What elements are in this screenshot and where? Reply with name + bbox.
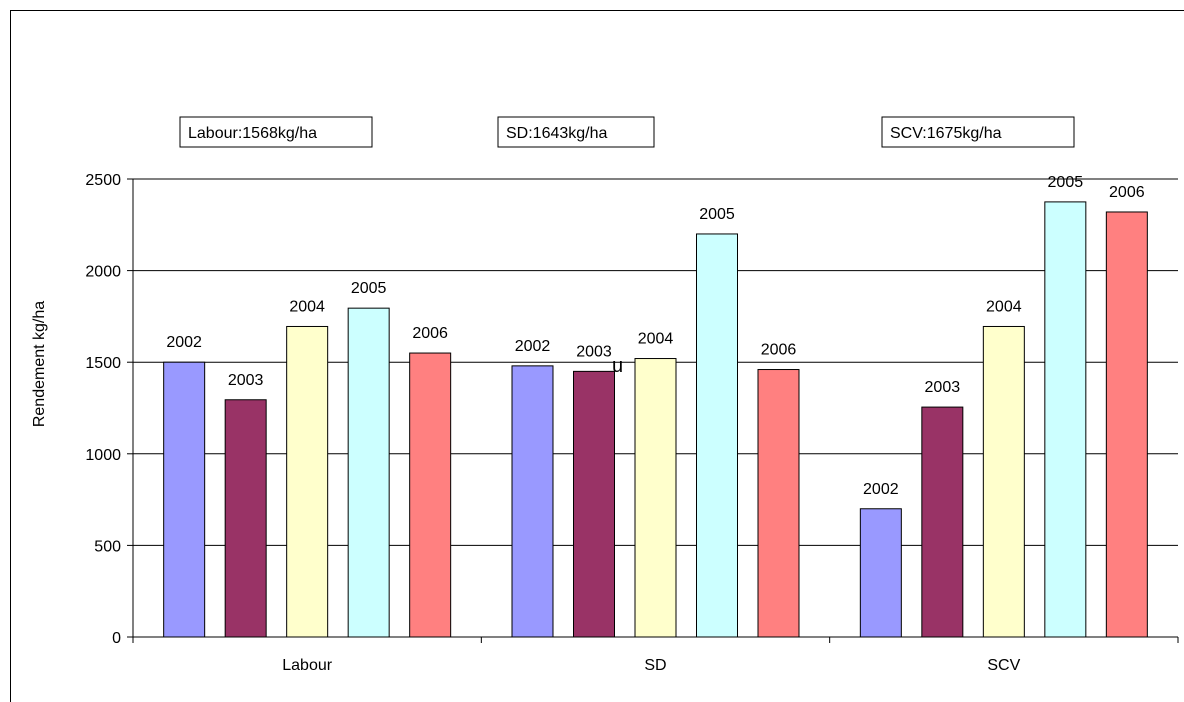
annotation-text: SCV:1675kg/ha [890,125,1002,142]
bar [573,370,615,638]
y-tick-label: 500 [94,538,121,555]
y-tick-label: 2000 [85,264,121,281]
y-tick-label: 0 [112,630,121,647]
bars [163,201,1148,638]
annotation-frame [179,116,373,148]
bar [1105,211,1148,638]
bar [1044,201,1087,638]
bar-label: 2005 [351,280,387,297]
bar-label: 2002 [515,338,551,355]
chart-frame [10,10,1184,702]
bar [921,406,964,638]
stray-mark: u [612,355,623,377]
bar [511,365,554,638]
bar-label: 2004 [986,298,1022,315]
bar-label: 2003 [925,379,961,396]
x-category-label: Labour [282,657,332,674]
annotation-frame [881,116,1075,148]
y-axis-label: Rendement kg/ha [31,301,48,427]
annotation-boxes: Labour:1568kg/ha SD:1643kg/ha SCV:1675kg/h… [179,116,1075,148]
y-tick-label: 1500 [85,355,121,372]
bar [696,233,738,638]
annotation-box: SCV:1675kg/ha [881,116,1075,148]
annotation-frame [497,116,655,148]
annotation-box: Labour:1568kg/ha [179,116,373,148]
y-tick-label: 2500 [85,172,121,189]
bar [224,399,267,638]
bar-label: 2003 [228,372,264,389]
x-category-labels: Labour SD SCV [282,657,1020,674]
bar-label: 2006 [412,325,448,342]
bar-label: 2003 [576,343,612,360]
y-tick-labels: 0 500 1000 1500 2000 2500 [85,172,121,647]
annotation-text: Labour:1568kg/ha [188,125,317,142]
bar-label: 2004 [289,298,325,315]
bar-label: 2004 [638,331,674,348]
bar [634,358,677,638]
x-category-label: SD [644,657,666,674]
bar-label: 2002 [166,334,202,351]
bar [409,352,452,638]
bar-label: 2006 [761,342,797,359]
bar [982,325,1025,638]
bar [757,369,800,638]
bar-label: 2005 [699,206,735,223]
bar [286,325,329,638]
y-tick-label: 1000 [85,447,121,464]
bar-label: 2005 [1048,174,1084,191]
annotation-box: SD:1643kg/ha [497,116,655,148]
bar-data-labels: 2002 2003 2004 2005 2006 2002 2003 2004 2005 2006… [166,174,1144,498]
annotation-text: SD:1643kg/ha [506,125,608,142]
x-category-label: SCV [987,657,1020,674]
bar-label: 2002 [863,481,899,498]
bar [347,307,390,638]
bar [163,361,206,638]
bar [859,508,902,638]
bar-label: 2006 [1109,184,1145,201]
